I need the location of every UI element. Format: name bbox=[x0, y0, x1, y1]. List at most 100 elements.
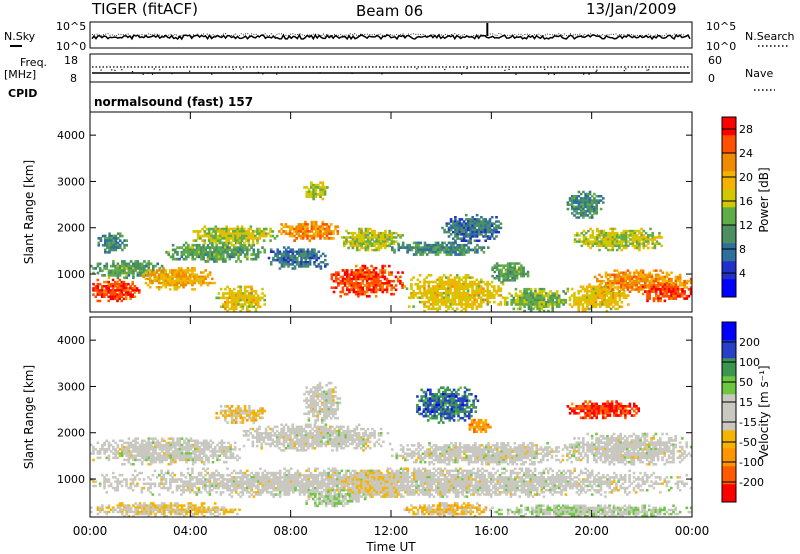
data-cell-7 bbox=[287, 258, 290, 262]
data-cell-10 bbox=[352, 282, 356, 285]
data-cell-14 bbox=[473, 230, 477, 234]
data-cell-0 bbox=[305, 476, 308, 479]
data-cell-12 bbox=[440, 283, 444, 286]
nave-dot bbox=[623, 70, 625, 72]
data-cell-18 bbox=[661, 271, 665, 274]
data-cell-15 bbox=[542, 296, 546, 300]
data-cell-3 bbox=[191, 283, 194, 287]
data-cell-0 bbox=[197, 473, 201, 477]
data-cell-0 bbox=[232, 482, 236, 485]
data-cell-1 bbox=[116, 264, 120, 268]
data-cell-10 bbox=[341, 277, 345, 281]
data-cell-13 bbox=[449, 243, 453, 247]
data-cell-17 bbox=[607, 301, 611, 304]
data-cell-17 bbox=[620, 305, 624, 308]
data-cell-0 bbox=[276, 476, 280, 479]
data-cell-12 bbox=[431, 307, 435, 311]
data-cell-0 bbox=[316, 467, 319, 470]
data-cell-15 bbox=[551, 294, 554, 298]
data-cell-18 bbox=[639, 277, 643, 281]
data-cell-4 bbox=[222, 248, 225, 252]
data-cell-19 bbox=[654, 294, 658, 298]
data-cell-10 bbox=[341, 279, 345, 283]
data-cell-7 bbox=[308, 252, 312, 256]
data-cell-0 bbox=[122, 289, 126, 292]
data-cell-20 bbox=[629, 238, 632, 241]
data-cell-3 bbox=[184, 279, 187, 283]
data-cell-3 bbox=[144, 277, 148, 281]
data-cell-0 bbox=[296, 489, 300, 492]
data-cell-0 bbox=[309, 484, 313, 488]
data-cell-18 bbox=[637, 275, 641, 279]
data-cell-7 bbox=[306, 252, 310, 256]
data-cell-17 bbox=[579, 296, 583, 300]
data-cell-13 bbox=[434, 243, 438, 247]
data-cell-17 bbox=[622, 296, 626, 300]
data-cell-1 bbox=[94, 267, 97, 270]
data-cell-18 bbox=[602, 290, 606, 293]
data-cell-11 bbox=[388, 234, 391, 237]
data-cell-0 bbox=[307, 469, 311, 473]
data-cell-20 bbox=[635, 229, 639, 233]
data-cell-12 bbox=[421, 300, 424, 304]
data-cell-0 bbox=[276, 489, 280, 492]
y-tick-label: 1000 bbox=[57, 268, 85, 281]
data-cell-0 bbox=[278, 491, 282, 494]
data-cell-3 bbox=[175, 275, 179, 278]
data-cell-12 bbox=[442, 280, 446, 284]
data-cell-1 bbox=[112, 262, 115, 266]
data-cell-4 bbox=[246, 255, 249, 259]
data-cell-11 bbox=[384, 234, 387, 237]
data-cell-0 bbox=[213, 484, 216, 488]
data-cell-12 bbox=[471, 303, 474, 306]
data-cell-17 bbox=[588, 296, 591, 300]
data-cell-0 bbox=[120, 289, 124, 292]
data-cell-12 bbox=[407, 296, 411, 299]
data-cell-15 bbox=[506, 303, 509, 306]
data-cell-0 bbox=[272, 486, 275, 490]
data-cell-12 bbox=[460, 296, 463, 299]
data-cell-15 bbox=[553, 294, 557, 298]
data-cell-14 bbox=[449, 218, 453, 221]
data-cell-16 bbox=[520, 268, 523, 272]
data-cell-12 bbox=[466, 298, 470, 302]
nave-dot bbox=[548, 73, 550, 75]
data-cell-15 bbox=[521, 292, 524, 295]
data-cell-10 bbox=[343, 271, 347, 274]
data-cell-4 bbox=[248, 248, 251, 252]
data-cell-0 bbox=[278, 478, 282, 481]
data-cell-14 bbox=[480, 220, 483, 223]
data-cell-0 bbox=[158, 482, 161, 485]
data-cell-0 bbox=[206, 491, 209, 494]
data-cell-12 bbox=[475, 305, 479, 308]
data-cell-1 bbox=[121, 262, 124, 266]
data-cell-0 bbox=[114, 293, 117, 296]
data-cell-12 bbox=[442, 287, 446, 290]
data-cell-0 bbox=[364, 491, 368, 494]
data-cell-0 bbox=[250, 484, 253, 488]
data-cell-13 bbox=[452, 248, 455, 252]
data-cell-0 bbox=[344, 473, 348, 477]
data-cell-5 bbox=[221, 230, 224, 233]
data-cell-11 bbox=[356, 244, 359, 248]
data-cell-21 bbox=[582, 190, 585, 194]
data-cell-0 bbox=[259, 493, 262, 496]
data-cell-0 bbox=[287, 491, 291, 494]
data-cell-11 bbox=[366, 244, 370, 248]
data-cell-12 bbox=[458, 291, 461, 295]
data-cell-0 bbox=[169, 484, 172, 488]
data-cell-3 bbox=[202, 271, 205, 274]
data-cell-9 bbox=[319, 181, 322, 185]
data-cell-0 bbox=[261, 473, 264, 477]
data-cell-12 bbox=[471, 287, 474, 290]
data-cell-12 bbox=[423, 291, 426, 295]
data-cell-0 bbox=[105, 285, 108, 288]
data-cell-0 bbox=[213, 478, 216, 481]
data-cell-21 bbox=[577, 201, 581, 204]
data-cell-12 bbox=[455, 285, 459, 288]
data-cell-14 bbox=[477, 230, 481, 234]
data-cell-16 bbox=[522, 266, 525, 269]
data-cell-6 bbox=[239, 294, 242, 297]
data-cell-14 bbox=[458, 220, 462, 223]
data-cell-20 bbox=[598, 236, 601, 239]
